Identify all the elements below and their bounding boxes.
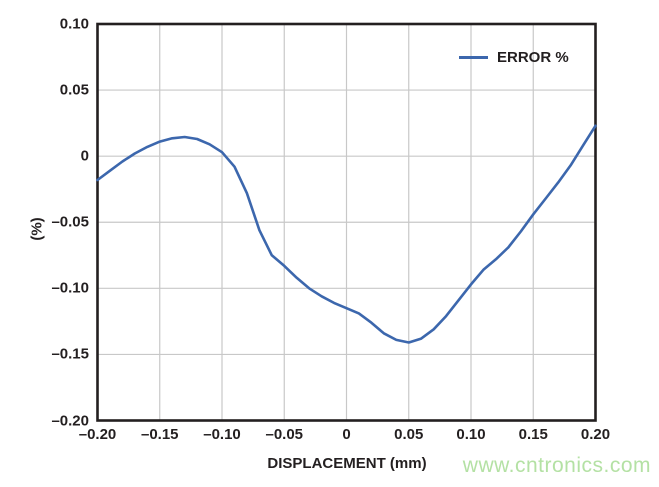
y-tick-label: 0 [80,147,89,165]
legend-label: ERROR % [497,49,569,66]
x-axis-title: DISPLACEMENT (mm) [267,455,427,472]
x-tick-label: 0.15 [518,426,548,443]
y-tick-label: 0.10 [59,15,89,33]
x-tick-label: 0.10 [456,426,486,443]
x-tick-label: –0.10 [203,426,241,443]
x-tick-label: –0.15 [140,426,179,443]
legend-line-swatch [459,56,488,59]
y-tick-label: –0.20 [51,412,89,429]
x-tick-label: –0.20 [78,426,117,443]
x-tick-label: 0.05 [394,426,424,443]
x-tick-label: –0.05 [265,426,304,443]
x-tick-label: 0.20 [580,426,611,443]
y-axis-title: (%) [28,217,46,241]
y-tick-label: –0.05 [51,213,89,231]
legend: ERROR % [459,50,569,65]
y-tick-label: –0.15 [51,345,89,363]
y-tick-label: 0.05 [59,81,89,99]
y-tick-label: –0.10 [51,279,89,297]
x-tick-label: 0 [342,426,351,443]
watermark: www.cntronics.com [462,454,651,477]
